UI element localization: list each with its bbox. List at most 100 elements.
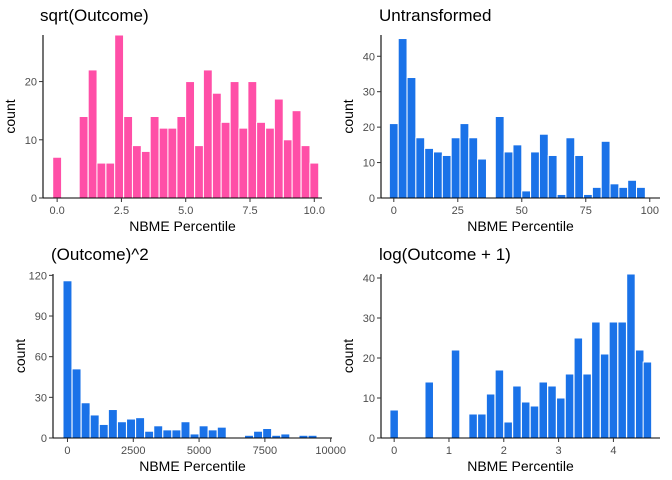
y-tick-label: 20: [363, 353, 375, 365]
histogram-bar: [229, 81, 240, 199]
histogram-bar: [512, 144, 523, 199]
y-axis-title: count: [340, 339, 356, 373]
histogram-bar: [171, 429, 182, 439]
histogram-bar: [78, 116, 89, 199]
histogram-bar: [608, 321, 619, 439]
histogram-bar: [247, 81, 258, 199]
panel-untransformed: Untransformed count NBME Percentile 0 10 2…: [340, 6, 660, 234]
x-axis-title: NBME Percentile: [129, 218, 236, 234]
x-tick-label: 0: [391, 205, 397, 217]
x-tick-label: 25: [452, 205, 464, 217]
y-tick-label: 0: [369, 193, 375, 205]
x-tick-label: 10000: [315, 445, 346, 457]
histogram-bar: [158, 127, 169, 199]
histogram-bar: [107, 409, 118, 439]
x-tick-label: 5000: [187, 445, 211, 457]
bars: [52, 34, 320, 199]
histogram-bar: [450, 137, 461, 199]
histogram-bar: [238, 127, 249, 199]
histogram-bar: [582, 373, 592, 439]
y-tick-label: 30: [363, 313, 375, 325]
histogram-bar: [433, 151, 443, 199]
histogram-bar: [202, 69, 213, 199]
histogram-bar: [80, 402, 91, 439]
histogram-bar: [521, 190, 532, 199]
x-tick-label: 7500: [253, 445, 277, 457]
histogram-bar: [123, 116, 134, 199]
histogram-bar: [494, 369, 505, 439]
histogram-bar: [291, 110, 302, 199]
histogram-bar: [503, 421, 513, 439]
y-axis-title: count: [12, 339, 28, 373]
histogram-bar: [599, 353, 610, 439]
histogram-bar: [530, 151, 540, 199]
y-tick-label: 0: [31, 193, 37, 205]
histogram-bar: [441, 154, 452, 199]
histogram-bar: [494, 116, 505, 199]
histogram-bar: [131, 145, 142, 199]
y-tick-label: 90: [35, 311, 47, 323]
y-tick-label: 120: [29, 270, 47, 282]
x-tick-label: 0: [391, 445, 397, 457]
histogram-bar: [144, 430, 155, 439]
histogram-bar: [71, 368, 82, 439]
histogram-bar: [300, 145, 311, 199]
histogram-bar: [547, 154, 558, 199]
panel-log-outcome: log(Outcome + 1) count NBME Percentile 0…: [340, 245, 660, 474]
histogram-bar: [162, 429, 173, 439]
x-tick-label: 2: [501, 445, 507, 457]
histogram-bar: [600, 140, 611, 199]
bars: [62, 280, 318, 439]
histogram-bar: [52, 156, 63, 199]
histogram-bar: [89, 414, 100, 439]
histogram-bar: [397, 38, 408, 199]
histogram-bar: [564, 373, 575, 439]
y-tick-label: 0: [41, 433, 47, 445]
y-axis-title: count: [340, 99, 356, 133]
y-tick-label: 30: [35, 392, 47, 404]
x-tick-label: 10.0: [304, 205, 325, 217]
histogram-bar: [96, 162, 107, 199]
histogram-bar: [642, 361, 653, 439]
y-tick-label: 20: [363, 122, 375, 134]
histogram-bar: [468, 413, 478, 439]
histogram-bar: [477, 158, 487, 199]
histogram-bar: [126, 418, 136, 439]
histogram-bar: [406, 77, 417, 199]
histogram-bar: [180, 421, 191, 439]
y-axis-title: count: [2, 99, 18, 133]
histogram-bar: [87, 69, 98, 199]
histogram-bar: [459, 123, 470, 199]
histogram-bar: [189, 433, 200, 439]
histogram-bar: [538, 381, 548, 439]
histogram-bar: [198, 425, 209, 439]
histogram-bar: [253, 430, 264, 439]
histogram-bar: [116, 421, 127, 439]
x-tick-label: 2500: [121, 445, 145, 457]
x-tick-label: 3: [556, 445, 562, 457]
histogram-bar: [573, 337, 584, 439]
x-axis-title: NBME Percentile: [139, 458, 246, 474]
histogram-bar: [520, 401, 531, 439]
histogram-bar: [256, 121, 266, 199]
histogram-bar: [538, 133, 549, 199]
histogram-bar: [424, 147, 435, 199]
y-tick-label: 10: [25, 135, 37, 147]
histogram-bar: [211, 92, 222, 199]
x-tick-label: 1: [446, 445, 452, 457]
x-tick-label: 2.5: [114, 205, 129, 217]
histogram-bar: [618, 186, 629, 199]
histogram-bar: [135, 417, 146, 439]
histogram-bar: [273, 98, 284, 199]
histogram-bar: [477, 413, 487, 439]
y-tick-label: 10: [363, 158, 375, 170]
histogram-bar: [609, 183, 620, 199]
y-tick-label: 60: [35, 352, 47, 364]
histogram-bar: [591, 321, 601, 439]
histogram-bar: [282, 139, 293, 199]
histogram-bar: [450, 349, 461, 439]
histogram-bar: [220, 121, 231, 199]
x-tick-label: 4: [610, 445, 616, 457]
histogram-bar: [98, 423, 109, 439]
